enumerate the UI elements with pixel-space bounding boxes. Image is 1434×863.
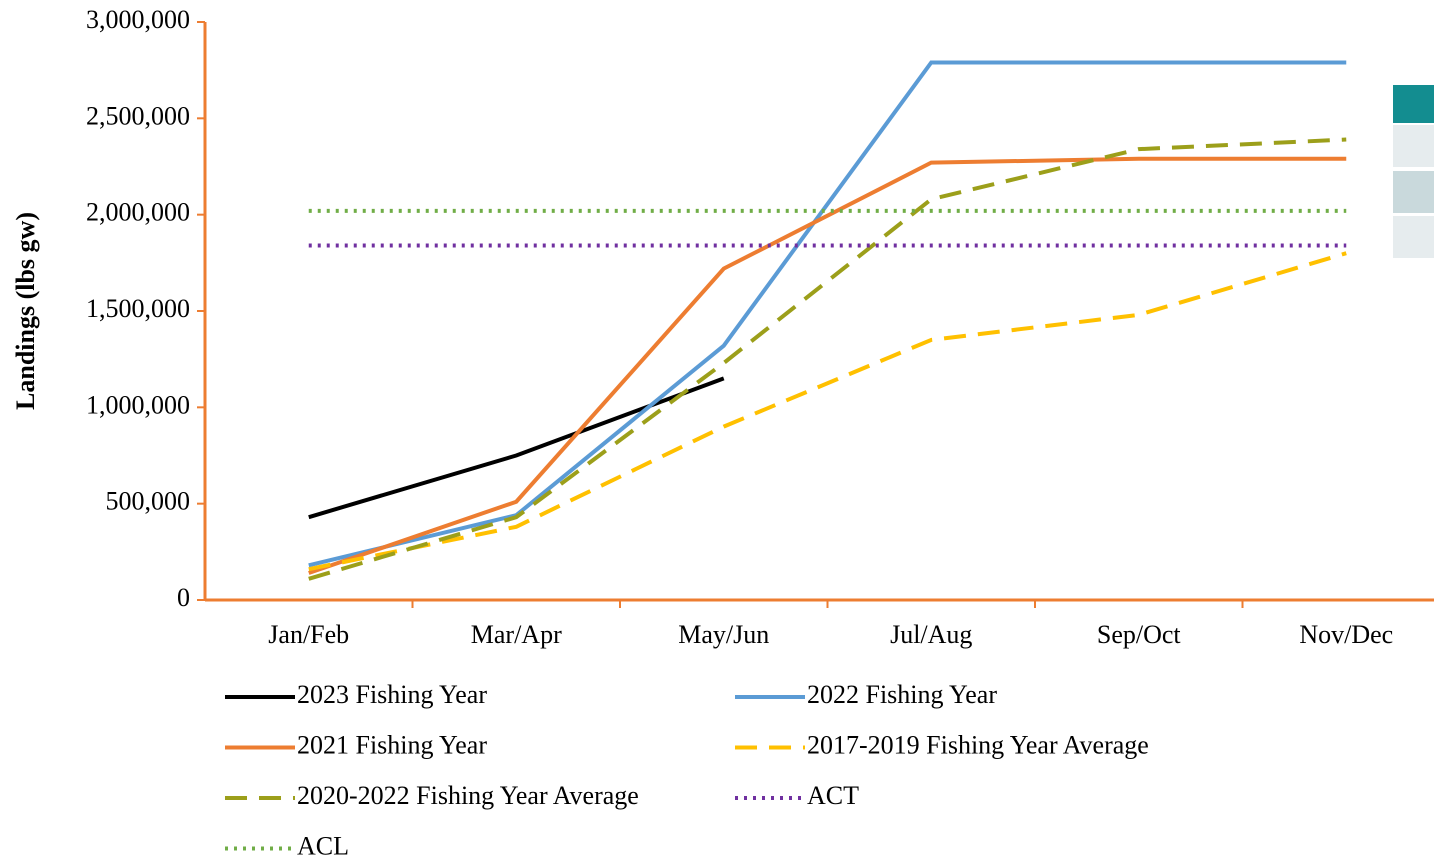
series-line (308, 60, 1347, 568)
side-box (1393, 125, 1434, 167)
series-line (308, 376, 725, 520)
x-tick-label: Mar/Apr (471, 620, 562, 649)
legend-label: 2021 Fishing Year (297, 730, 487, 759)
legend-label: ACT (807, 781, 859, 810)
x-tick-label: Nov/Dec (1299, 620, 1393, 649)
series-line (308, 156, 1347, 575)
x-tick-label: Jan/Feb (268, 620, 349, 649)
y-tick-label: 2,500,000 (86, 101, 190, 130)
series-line (308, 137, 1347, 581)
y-tick-label: 500,000 (106, 487, 191, 516)
x-tick-label: Sep/Oct (1097, 620, 1182, 649)
legend-label: 2022 Fishing Year (807, 680, 997, 709)
y-tick-label: 0 (177, 583, 190, 612)
legend-label: 2023 Fishing Year (297, 680, 487, 709)
legend-label: ACL (297, 831, 349, 860)
x-tick-label: Jul/Aug (890, 620, 972, 649)
legend-label: 2017-2019 Fishing Year Average (807, 730, 1149, 759)
y-tick-label: 1,500,000 (86, 294, 190, 323)
side-box (1393, 216, 1434, 258)
y-tick-label: 2,000,000 (86, 198, 190, 227)
x-tick-label: May/Jun (678, 620, 769, 649)
legend-label: 2020-2022 Fishing Year Average (297, 781, 639, 810)
y-tick-label: 1,000,000 (86, 390, 190, 419)
y-axis-label: Landings (lbs gw) (11, 212, 40, 410)
y-tick-label: 3,000,000 (86, 5, 190, 34)
series-line (308, 251, 1347, 572)
side-box (1393, 85, 1434, 123)
side-box (1393, 171, 1434, 213)
